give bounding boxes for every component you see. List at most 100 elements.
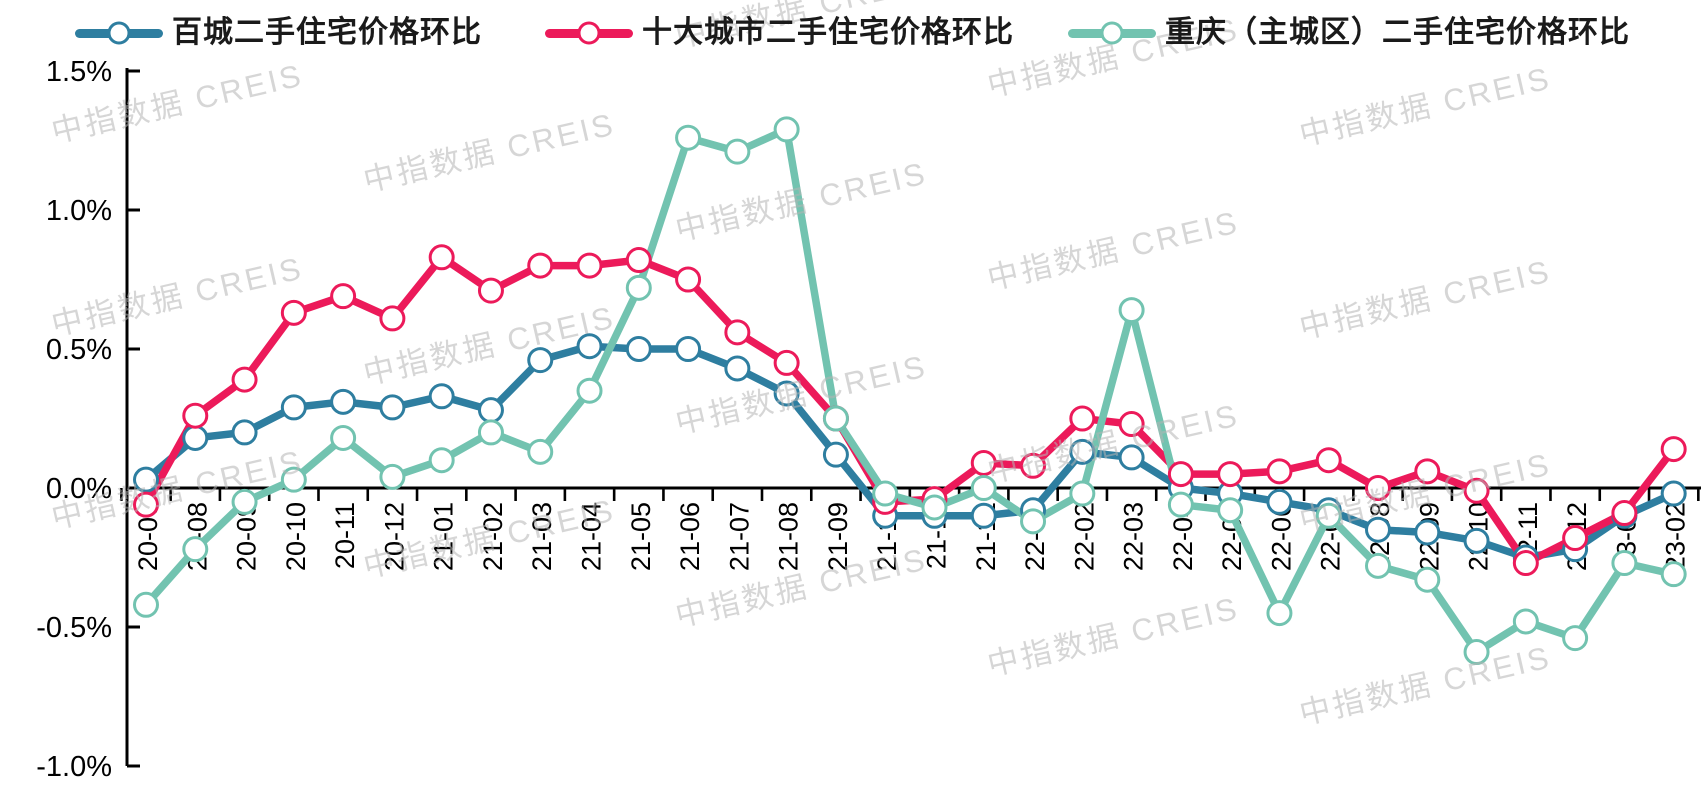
data-point-marker-s0 (1069, 438, 1096, 465)
data-point-marker-s0 (1118, 444, 1145, 471)
data-point-marker-s1 (1611, 500, 1638, 527)
data-point-marker-s0 (330, 388, 357, 415)
data-point-marker-s1 (1414, 458, 1441, 485)
data-point-marker-s2 (133, 591, 159, 618)
data-point-marker-s1 (1365, 475, 1391, 501)
data-point-marker-s1 (1512, 550, 1539, 577)
data-point-marker-s0 (231, 419, 258, 446)
y-axis-label: 1.0% (46, 195, 112, 227)
x-axis-label: 23-02 (1661, 502, 1691, 571)
y-axis-label: -1.0% (36, 751, 112, 783)
data-point-marker-s1 (1069, 405, 1096, 432)
data-point-marker-s1 (182, 402, 209, 429)
data-point-marker-s0 (1463, 527, 1490, 554)
data-point-marker-s0 (1660, 480, 1687, 507)
data-point-marker-s0 (133, 466, 159, 493)
legend-item-top10-cities: 十大城市二手住宅价格环比 (545, 14, 1014, 52)
data-point-marker-s2 (428, 447, 455, 474)
y-axis-label: 0.5% (46, 334, 112, 366)
legend-line-sample (75, 21, 163, 45)
data-point-marker-s2 (1315, 502, 1342, 529)
x-axis-label: 21-04 (577, 502, 607, 571)
legend-label: 重庆（主城区）二手住宅价格环比 (1165, 16, 1630, 49)
legend-marker-icon (577, 21, 601, 45)
data-point-marker-s0 (576, 333, 603, 360)
data-point-marker-s1 (1315, 447, 1342, 474)
legend-item-chongqing: 重庆（主城区）二手住宅价格环比 (1068, 14, 1630, 52)
x-axis-label: 21-02 (478, 502, 508, 571)
data-point-marker-s0 (182, 424, 209, 451)
data-point-marker-s2 (1562, 625, 1589, 652)
data-point-marker-s0 (773, 380, 800, 407)
data-point-marker-s2 (231, 488, 258, 515)
data-point-marker-s2 (379, 463, 406, 490)
data-point-marker-s2 (330, 424, 357, 451)
data-point-marker-s0 (477, 397, 504, 424)
data-point-marker-s1 (477, 277, 504, 304)
data-point-marker-s2 (527, 438, 554, 465)
data-point-marker-s1 (1266, 458, 1293, 485)
x-axis-label: 20-12 (379, 502, 409, 571)
data-point-marker-s2 (1660, 561, 1687, 588)
data-point-marker-s2 (1463, 639, 1490, 666)
data-point-marker-s2 (1512, 608, 1539, 635)
legend-label: 百城二手住宅价格环比 (172, 16, 482, 49)
data-point-marker-s1 (1562, 525, 1589, 552)
data-point-marker-s0 (675, 336, 702, 362)
data-point-marker-s2 (477, 419, 504, 446)
data-point-marker-s2 (970, 475, 997, 501)
data-point-marker-s2 (1020, 508, 1047, 535)
data-point-marker-s2 (675, 124, 702, 151)
chart-legend: 百城二手住宅价格环比 十大城市二手住宅价格环比 重庆（主城区）二手住宅价格环比 (0, 0, 1706, 64)
data-point-marker-s1 (675, 266, 702, 293)
data-point-marker-s1 (280, 299, 307, 326)
data-point-marker-s1 (970, 449, 997, 476)
data-point-marker-s2 (872, 480, 899, 507)
x-axis-label: 20-11 (330, 502, 360, 569)
data-point-marker-s1 (527, 252, 554, 279)
data-point-marker-s0 (428, 383, 455, 410)
data-point-marker-s1 (576, 252, 603, 279)
legend-line-sample (1068, 21, 1156, 45)
data-point-marker-s1 (1217, 461, 1244, 488)
data-point-marker-s1 (428, 244, 455, 271)
x-axis-label: 20-10 (281, 502, 311, 571)
data-point-marker-s2 (576, 377, 603, 404)
data-point-marker-s2 (625, 274, 652, 301)
x-axis-label: 21-09 (823, 502, 853, 571)
x-axis-label: 21-08 (774, 502, 804, 571)
legend-marker-icon (107, 21, 131, 45)
x-axis-label: 21-03 (527, 502, 557, 571)
y-axis-label: 1.5% (46, 56, 112, 88)
data-point-marker-s2 (773, 116, 800, 143)
legend-marker-icon (1100, 21, 1124, 45)
data-point-marker-s1 (1463, 477, 1490, 504)
data-point-marker-s1 (724, 319, 751, 346)
series-line-0 (142, 342, 1678, 562)
data-point-marker-s1 (379, 305, 406, 332)
data-point-marker-s2 (1414, 566, 1441, 593)
data-point-marker-s1 (773, 349, 800, 376)
data-point-marker-s0 (724, 355, 751, 382)
x-axis-label: 22-03 (1119, 502, 1149, 571)
legend-item-100-cities: 百城二手住宅价格环比 (75, 14, 482, 52)
data-point-marker-s1 (231, 366, 258, 393)
data-point-marker-s2 (1365, 552, 1391, 579)
data-point-marker-s2 (1118, 297, 1145, 324)
x-axis-label: 21-01 (429, 502, 459, 571)
data-point-marker-s1 (1020, 452, 1047, 479)
data-point-marker-s0 (1365, 516, 1391, 543)
data-point-marker-s2 (1167, 491, 1194, 518)
data-point-marker-s0 (527, 347, 554, 374)
legend-label: 十大城市二手住宅价格环比 (642, 16, 1014, 49)
data-point-marker-s2 (921, 494, 948, 521)
data-point-marker-s1 (1118, 411, 1145, 438)
data-point-marker-s2 (1069, 480, 1096, 507)
data-point-marker-s2 (822, 405, 849, 432)
data-point-marker-s1 (330, 283, 357, 310)
data-point-marker-s0 (1414, 519, 1441, 546)
data-point-marker-s2 (280, 466, 307, 493)
data-point-marker-s0 (970, 502, 997, 529)
